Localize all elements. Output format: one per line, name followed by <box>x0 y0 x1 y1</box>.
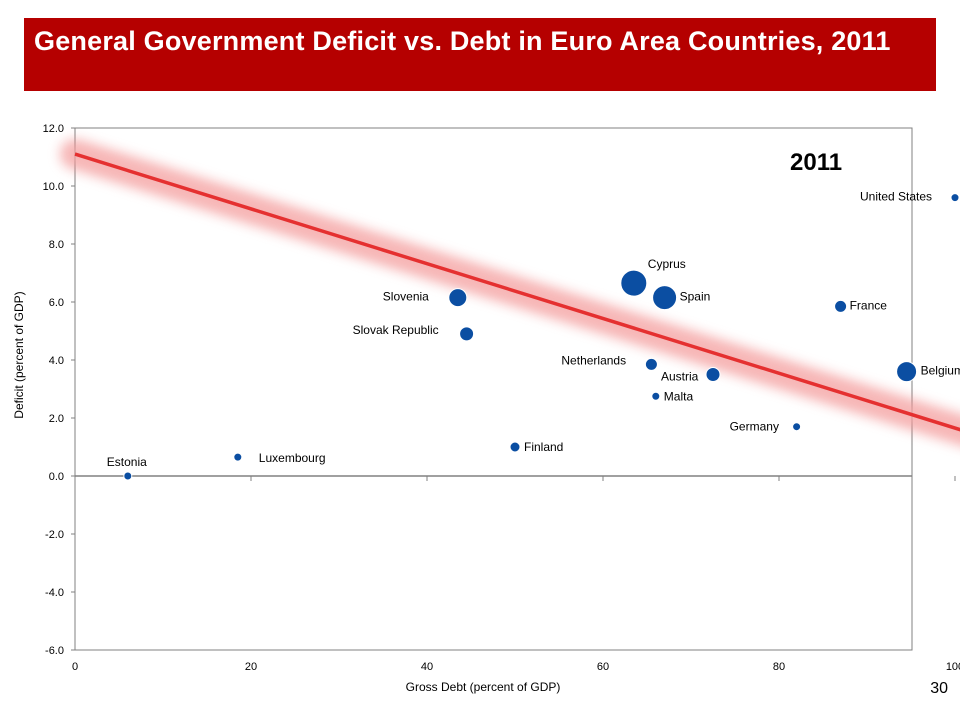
point-slovak-republic <box>459 326 475 342</box>
point-netherlands <box>644 357 658 371</box>
x-tick-label: 80 <box>773 661 785 673</box>
y-tick-label: 12.0 <box>43 123 64 135</box>
x-axis-title: Gross Debt (percent of GDP) <box>406 680 561 694</box>
y-tick-label: 0.0 <box>49 471 64 483</box>
point-label: Estonia <box>107 455 147 469</box>
x-tick-label: 40 <box>421 661 433 673</box>
point-belgium <box>896 361 918 383</box>
y-tick-label: 4.0 <box>49 355 64 367</box>
x-tick-label: 0 <box>72 661 78 673</box>
point-united-states <box>950 193 960 203</box>
page-number: 30 <box>930 680 948 697</box>
point-spain <box>652 285 678 311</box>
point-estonia <box>123 471 133 481</box>
point-luxembourg <box>233 452 243 462</box>
point-label: Spain <box>680 290 711 304</box>
point-label: Germany <box>730 420 779 434</box>
year-annotation: 2011 <box>790 149 842 176</box>
point-france <box>834 299 848 313</box>
x-tick-label: 100 <box>946 661 960 673</box>
point-label: Belgium <box>921 364 960 378</box>
point-germany <box>792 422 802 432</box>
point-malta <box>651 391 661 401</box>
y-tick-label: -6.0 <box>45 645 64 657</box>
point-slovenia <box>448 288 468 308</box>
point-label: Netherlands <box>561 353 626 367</box>
trend-line <box>74 152 960 432</box>
y-tick-label: 8.0 <box>49 239 64 251</box>
trend-line-halo <box>68 147 960 437</box>
y-axis-title: Deficit (percent of GDP) <box>12 291 26 418</box>
point-cyprus <box>620 269 648 297</box>
y-tick-label: 10.0 <box>43 181 64 193</box>
x-tick-label: 20 <box>245 661 257 673</box>
y-tick-label: 2.0 <box>49 413 64 425</box>
point-label: Slovenia <box>383 290 429 304</box>
point-label: Luxembourg <box>259 451 326 465</box>
page-title: General Government Deficit vs. Debt in E… <box>34 26 891 56</box>
point-austria <box>705 367 721 382</box>
point-label: Austria <box>661 370 699 384</box>
y-tick-label: 6.0 <box>49 297 64 309</box>
y-tick-label: -2.0 <box>45 529 64 541</box>
point-label: Finland <box>524 440 563 454</box>
x-tick-label: 60 <box>597 661 609 673</box>
point-label: France <box>850 298 888 312</box>
point-finland <box>509 441 521 453</box>
point-label: Malta <box>664 389 694 403</box>
y-tick-label: -4.0 <box>45 587 64 599</box>
point-label: Cyprus <box>648 257 686 271</box>
point-label: Slovak Republic <box>353 323 439 337</box>
title-bar: General Government Deficit vs. Debt in E… <box>24 18 936 91</box>
point-label: United States <box>860 190 932 204</box>
